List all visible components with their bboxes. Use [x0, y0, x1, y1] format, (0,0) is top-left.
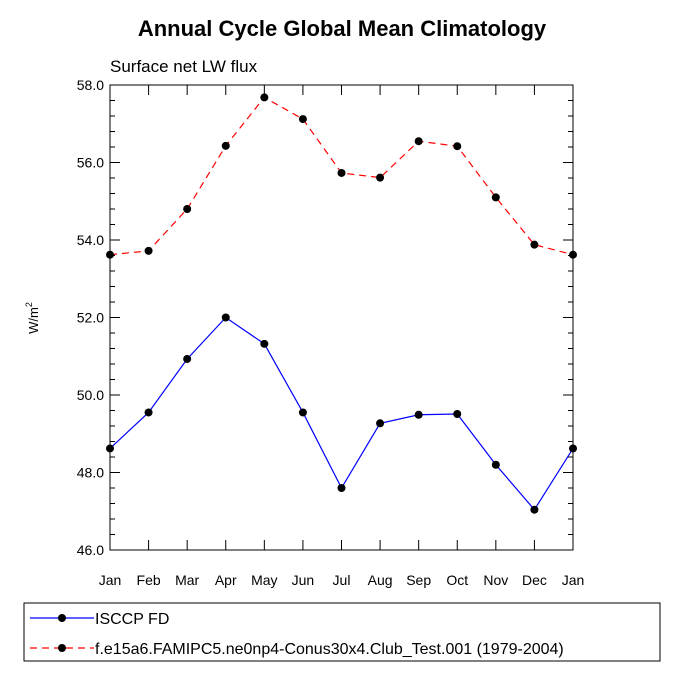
y-tick-label: 58.0: [77, 77, 104, 93]
data-point: [183, 354, 192, 363]
legend-label-model: f.e15a6.FAMIPC5.ne0np4-Conus30x4.Club_Te…: [95, 641, 564, 658]
data-point: [376, 419, 385, 428]
data-point: [491, 193, 500, 202]
data-point: [298, 115, 307, 124]
series-layer: [106, 93, 577, 514]
x-tick-label: Nov: [483, 572, 508, 588]
x-tick-label: Jul: [333, 572, 351, 588]
y-axis: 46.0 48.0 50.0 52.0 54.0 56.0 58.0: [77, 77, 573, 558]
data-point: [453, 142, 462, 151]
x-axis: Jan Feb Mar Apr May Jun Jul Aug Sep Oct Nov Dec Jan: [99, 85, 585, 588]
y-tick-label: 46.0: [77, 542, 104, 558]
legend-box: [23, 602, 661, 662]
x-tick-label: Jun: [292, 572, 315, 588]
x-tick-label: Aug: [368, 572, 393, 588]
x-tick-label: Dec: [522, 572, 547, 588]
data-point: [221, 313, 230, 322]
data-point: [414, 410, 423, 419]
y-axis-label-text: W/m: [26, 307, 41, 334]
x-tick-label: Jan: [562, 572, 585, 588]
data-point: [106, 250, 114, 259]
data-point: [569, 444, 577, 453]
data-point: [530, 505, 539, 514]
data-point: [221, 141, 230, 150]
data-point: [298, 408, 307, 417]
x-tick-label: Apr: [215, 572, 237, 588]
x-tick-label: May: [251, 572, 277, 588]
data-point: [260, 93, 269, 102]
y-tick-label: 54.0: [77, 232, 104, 248]
legend-label-isccp: ISCCP FD: [95, 611, 169, 628]
series-line-0: [109, 316, 574, 511]
y-tick-label: 52.0: [77, 310, 104, 326]
data-point: [183, 205, 192, 213]
x-tick-label: Feb: [137, 572, 161, 588]
data-point: [106, 444, 114, 453]
legend-marker-model: [58, 644, 66, 652]
legend: ISCCP FD f.e15a6.FAMIPC5.ne0np4-Conus30x…: [23, 602, 661, 662]
y-tick-label: 48.0: [77, 465, 104, 481]
data-point: [530, 240, 539, 249]
data-point: [491, 460, 500, 469]
data-point: [144, 408, 153, 417]
data-point: [337, 484, 346, 492]
y-axis-label-superscript: 2: [24, 302, 34, 307]
plot-frame: [109, 84, 574, 551]
x-tick-label: Sep: [406, 572, 431, 588]
x-tick-label: Oct: [446, 572, 468, 588]
x-tick-label: Jan: [99, 572, 122, 588]
data-point: [414, 137, 423, 146]
data-point: [260, 339, 269, 348]
y-axis-label: W/m2: [24, 302, 41, 334]
chart-title: Annual Cycle Global Mean Climatology: [138, 16, 547, 41]
data-point: [453, 409, 462, 418]
y-tick-label: 50.0: [77, 387, 104, 403]
data-point: [144, 246, 153, 255]
data-point: [569, 250, 577, 259]
x-tick-label: Mar: [175, 572, 199, 588]
chart-subtitle: Surface net LW flux: [110, 57, 258, 76]
y-tick-label: 56.0: [77, 155, 104, 171]
legend-marker-isccp: [58, 614, 66, 622]
data-point: [337, 168, 346, 177]
data-point: [376, 173, 385, 182]
